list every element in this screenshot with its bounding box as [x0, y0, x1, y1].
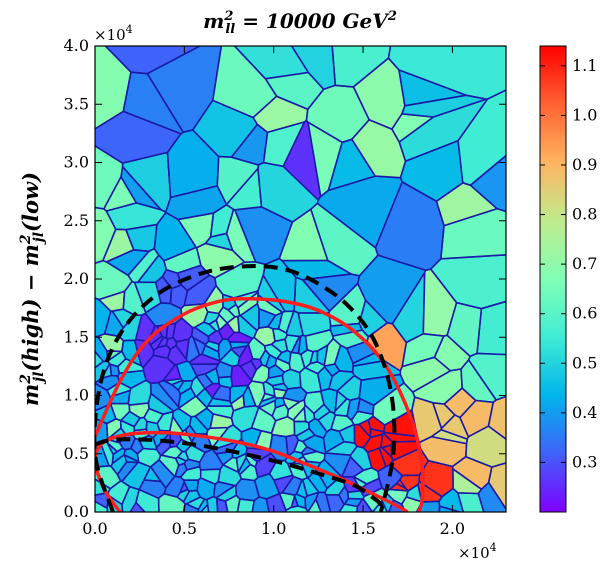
y-tick-label: 0.0 — [64, 502, 89, 521]
y-tick-label: 2.5 — [64, 211, 89, 230]
voronoi-cell — [336, 374, 363, 402]
x-axis: 0.0 0.5 1.0 1.5 2.0 — [82, 46, 465, 538]
colorbar-tick-label: 0.6 — [572, 304, 597, 323]
colorbar-tick-label: 1.1 — [572, 56, 597, 75]
colorbar-ticks: 0.3 0.4 0.5 0.6 0.7 0.8 0.9 1.0 1.1 — [540, 56, 597, 471]
x-tick-label: 2.0 — [440, 519, 465, 538]
voronoi-cell — [356, 254, 427, 325]
voronoi-cell — [273, 387, 288, 399]
voronoi-cell — [95, 206, 117, 264]
voronoi-cell — [106, 418, 122, 440]
voronoi-cell — [352, 475, 368, 491]
colorbar-tick-label: 0.4 — [572, 403, 597, 422]
voronoi-cell — [135, 488, 160, 512]
voronoi-cell — [142, 354, 176, 385]
voronoi-cell — [237, 314, 258, 340]
voronoi-cell — [95, 110, 182, 164]
colorbar-tick-label: 0.8 — [572, 205, 597, 224]
x-tick-label: 1.0 — [261, 519, 286, 538]
voronoi-cell — [192, 336, 207, 356]
voronoi-cell — [304, 360, 326, 375]
voronoi-cell — [214, 261, 267, 299]
voronoi-cell — [325, 494, 345, 512]
y-tick-label: 1.0 — [64, 386, 89, 405]
voronoi-cell — [183, 479, 200, 492]
voronoi-cell — [226, 331, 254, 344]
voronoi-cell — [216, 155, 260, 206]
voronoi-cell — [123, 447, 140, 463]
voronoi-cell — [265, 492, 287, 512]
voronoi-cell — [127, 379, 152, 406]
voronoi-cell — [356, 397, 375, 415]
voronoi-cell — [270, 338, 289, 354]
x-tick-label: 0.5 — [172, 519, 197, 538]
voronoi-cell — [377, 463, 404, 493]
voronoi-cell — [180, 303, 209, 329]
y-axis: 0.0 0.5 1.0 1.5 2.0 2.5 3.0 3.5 4.0 — [64, 36, 506, 521]
voronoi-cell — [257, 161, 319, 223]
y-tick-label: 0.5 — [64, 444, 89, 463]
voronoi-cells — [95, 46, 506, 512]
voronoi-cell — [313, 403, 331, 421]
voronoi-cell — [177, 379, 194, 395]
voronoi-cell — [358, 419, 372, 438]
voronoi-cell — [366, 447, 387, 473]
voronoi-cell — [236, 498, 255, 512]
x-axis-multiplier: ×104 — [458, 541, 497, 562]
voronoi-cell — [190, 375, 206, 398]
plot-area: 0.0 0.5 1.0 1.5 2.0 0.0 0.5 1.0 1.5 2.0 2.5 3.0 3.5… — [64, 36, 507, 538]
voronoi-cell — [347, 489, 365, 500]
voronoi-cell — [457, 89, 506, 186]
voronoi-cell — [105, 249, 150, 277]
y-tick-label: 1.5 — [64, 327, 89, 346]
voronoi-cell — [263, 343, 283, 360]
voronoi-cell — [212, 46, 278, 119]
voronoi-cell — [95, 500, 109, 512]
colorbar-tick-label: 0.5 — [572, 353, 597, 372]
y-axis-label: m2jl(high) − m2jl(low) — [18, 172, 47, 406]
voronoi-cell — [247, 380, 266, 409]
colorbar-tick-label: 1.0 — [572, 105, 597, 124]
voronoi-cell — [122, 280, 147, 317]
x-tick-label: 0.0 — [82, 519, 107, 538]
y-tick-label: 3.0 — [64, 153, 89, 172]
colorbar-gradient — [540, 46, 566, 512]
voronoi-cell — [352, 57, 406, 130]
y-tick-label: 4.0 — [64, 36, 89, 55]
chart-title: m2 ll = 10000 GeV2 — [203, 9, 397, 37]
voronoi-cell — [212, 480, 236, 499]
colorbar-tick-label: 0.7 — [572, 254, 597, 273]
red-upper-ellipse — [95, 297, 425, 512]
voronoi-cell — [120, 410, 141, 428]
y-axis-multiplier: ×104 — [94, 23, 133, 44]
voronoi-cell — [290, 495, 299, 509]
voronoi-cell — [290, 46, 337, 90]
voronoi-cell — [245, 447, 272, 463]
x-tick-label: 1.5 — [350, 519, 375, 538]
voronoi-cell — [185, 496, 206, 511]
voronoi-cell — [459, 399, 495, 438]
voronoi-cell — [150, 459, 176, 489]
voronoi-cell — [103, 310, 124, 338]
colorbar-tick-label: 0.3 — [572, 452, 597, 471]
voronoi-cell — [237, 343, 254, 368]
colorbar: 0.3 0.4 0.5 0.6 0.7 0.8 0.9 1.0 1.1 — [539, 45, 597, 513]
colorbar-frame — [539, 45, 567, 513]
black-dashed-outer — [95, 264, 397, 512]
voronoi-cell — [323, 452, 352, 478]
voronoi-cell — [153, 211, 197, 262]
y-tick-label: 2.0 — [64, 269, 89, 288]
voronoi-cell — [285, 310, 304, 338]
y-tick-label: 3.5 — [64, 94, 89, 113]
colorbar-tick-label: 0.9 — [572, 155, 597, 174]
black-dashed-inner — [95, 437, 384, 512]
voronoi-cell — [215, 360, 233, 379]
voronoi-cell — [390, 440, 422, 462]
